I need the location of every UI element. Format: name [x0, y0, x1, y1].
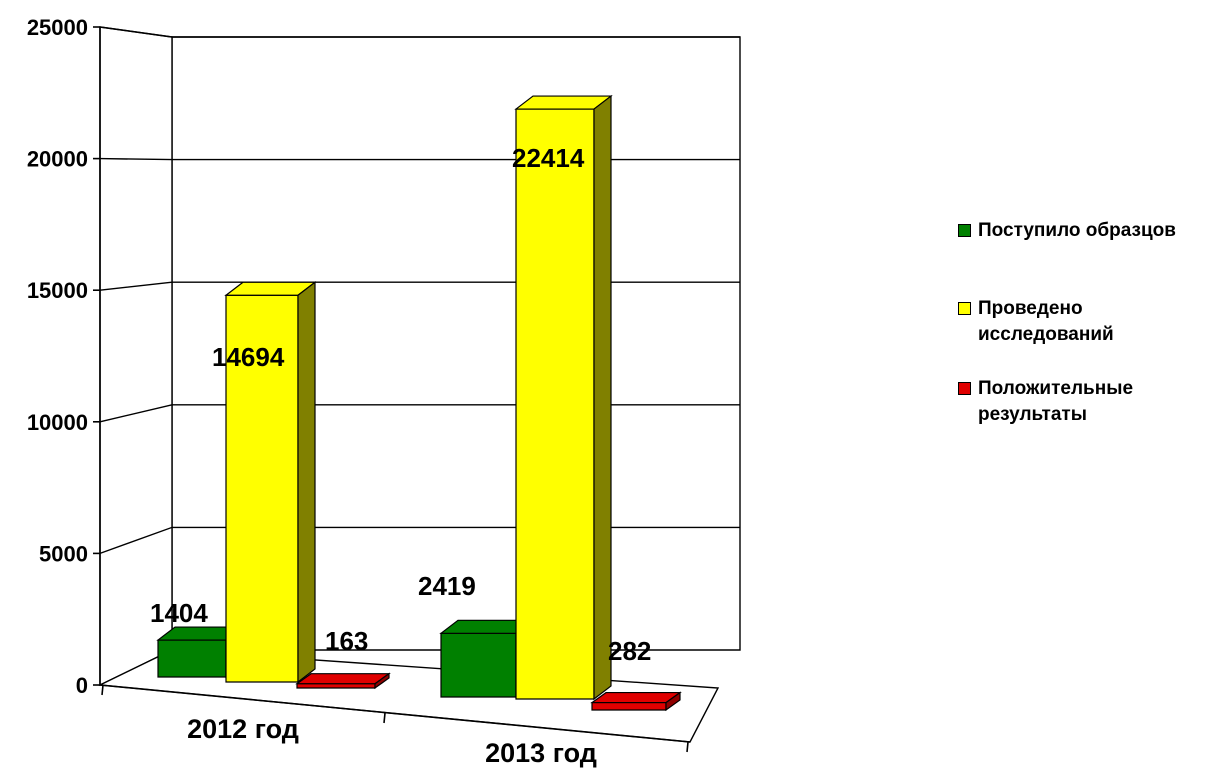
data-label: 1404: [150, 598, 208, 628]
bar-top: [590, 691, 682, 704]
legend-swatch-red: [958, 382, 971, 395]
category-label: 2012 год: [187, 714, 299, 744]
x-axis-line: [99, 684, 691, 743]
data-label: 282: [608, 636, 651, 666]
bar-side: [593, 94, 612, 701]
legend-swatch-yellow: [958, 302, 971, 315]
bar-side: [374, 672, 390, 690]
x-tick-mark: [101, 684, 104, 696]
y-tick-label: 5000: [39, 541, 88, 566]
y-tick-label: 15000: [27, 278, 88, 303]
bar-front: [440, 632, 517, 698]
y-tick-label: 20000: [27, 147, 88, 172]
side-wall: [99, 26, 173, 687]
x-tick-mark: [686, 741, 689, 753]
bar-front: [157, 639, 227, 678]
data-label: 14694: [212, 342, 285, 372]
bar-side: [297, 281, 316, 684]
y-tick-label: 25000: [27, 15, 88, 40]
data-label: 163: [325, 626, 368, 656]
bar-front: [296, 683, 376, 689]
bar-front: [515, 108, 595, 700]
legend-swatch-green: [958, 224, 971, 237]
category-label: 2013 год: [485, 738, 597, 768]
bar-top: [295, 673, 391, 685]
gridline: [99, 26, 740, 38]
legend-label-conducted: Проведено исследований: [978, 298, 1114, 345]
legend-item-received: Поступило образцов: [958, 218, 1213, 244]
legend-label-received: Поступило образцов: [978, 220, 1176, 241]
legend-label-positive: Положительные результаты: [978, 378, 1134, 425]
y-tick-label: 0: [76, 673, 88, 698]
legend-item-positive: Положительные результаты: [958, 376, 1213, 428]
data-label: 22414: [512, 143, 585, 173]
legend: Поступило образцов Проведено исследовани…: [958, 218, 1213, 428]
y-tick-label: 10000: [27, 410, 88, 435]
legend-item-conducted: Проведено исследований: [958, 296, 1213, 348]
x-tick-mark: [383, 712, 386, 724]
bar-front: [591, 701, 667, 711]
data-label: 2419: [418, 571, 476, 601]
bar-side: [665, 691, 681, 712]
